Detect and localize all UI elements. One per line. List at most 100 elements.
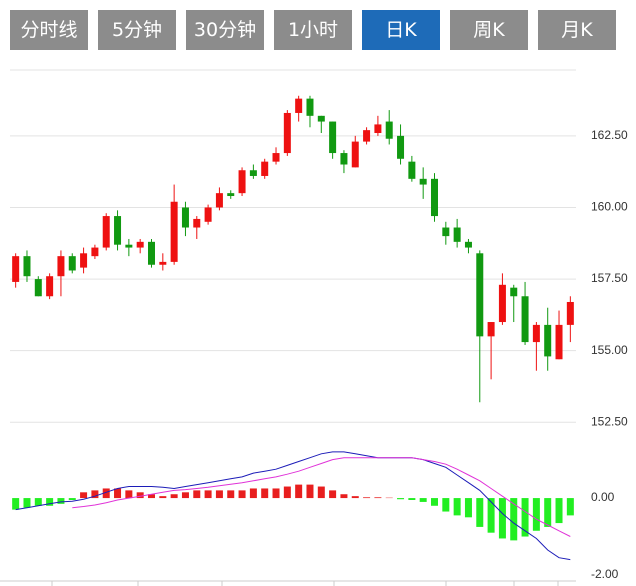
- macd-bar: [136, 492, 144, 499]
- tab[interactable]: 月K: [538, 10, 616, 50]
- candle-body: [204, 207, 212, 222]
- macd-bar: [532, 498, 540, 531]
- candle-body: [12, 256, 20, 282]
- macd-bar: [521, 498, 529, 537]
- macd-bar: [408, 498, 416, 500]
- candle-body: [159, 261, 167, 265]
- macd-bar: [57, 498, 65, 504]
- candle-body: [295, 98, 303, 113]
- y-tick-label: 160.00: [591, 200, 628, 214]
- macd-bar: [23, 498, 31, 508]
- candle-body: [238, 170, 246, 194]
- macd-bar: [193, 490, 201, 499]
- candle-body: [261, 161, 269, 176]
- candle-body: [125, 244, 133, 248]
- candle-body: [272, 153, 280, 162]
- macd-bar: [227, 490, 235, 499]
- candle-body: [453, 227, 461, 242]
- candle-body: [46, 276, 54, 297]
- macd-bar: [555, 498, 563, 524]
- macd-bar: [329, 490, 337, 499]
- candle-body: [227, 193, 235, 197]
- y-tick-label: 157.50: [591, 271, 628, 285]
- macd-line: [72, 457, 571, 537]
- y-tick-label: -2.00: [591, 567, 619, 581]
- candle-body: [283, 112, 291, 154]
- candle-body: [397, 135, 405, 159]
- candle-body: [91, 247, 99, 257]
- macd-bar: [431, 498, 438, 506]
- macd-bar: [238, 490, 246, 499]
- tab-bar: 分时线 5分钟 30分钟 1小时 日K 周K 月K: [0, 0, 636, 60]
- candle-body: [555, 324, 563, 360]
- candle-body: [385, 121, 393, 139]
- candle-body: [34, 279, 42, 297]
- macd-bar: [397, 498, 405, 500]
- tab[interactable]: 日K: [362, 10, 440, 50]
- macd-bar: [181, 492, 189, 499]
- macd-bar: [453, 498, 461, 516]
- macd-bar: [272, 488, 280, 499]
- y-tick-label: 0.00: [591, 490, 615, 504]
- candle-body: [148, 241, 155, 265]
- macd-bar: [68, 498, 76, 500]
- candle-body: [419, 178, 427, 185]
- macd-bar: [46, 498, 54, 506]
- candle-body: [57, 256, 65, 277]
- macd-bar: [148, 494, 155, 499]
- candle-body: [363, 130, 371, 142]
- y-tick-label: 155.00: [591, 343, 628, 357]
- macd-bar: [544, 498, 552, 527]
- candle-body: [23, 256, 31, 277]
- candle-body: [249, 170, 257, 176]
- candle-body: [442, 227, 450, 237]
- macd-bar: [317, 486, 325, 499]
- candle-body: [68, 256, 76, 271]
- candle-body: [80, 253, 88, 268]
- macd-bar: [114, 488, 122, 499]
- candle-body: [408, 161, 416, 179]
- candle-body: [351, 141, 359, 168]
- macd-bar: [295, 484, 303, 499]
- candle-body: [136, 241, 144, 248]
- tab[interactable]: 1小时: [274, 10, 352, 50]
- macd-bar: [204, 490, 212, 499]
- candle-body: [510, 287, 518, 297]
- candle-body: [215, 193, 223, 208]
- tab[interactable]: 周K: [450, 10, 528, 50]
- candle-body: [521, 296, 529, 343]
- macd-bar: [306, 484, 314, 499]
- candle-body: [566, 301, 574, 325]
- macd-bar: [91, 490, 99, 499]
- candle-body: [544, 324, 552, 357]
- candle-body: [170, 201, 178, 262]
- tab[interactable]: 分时线: [10, 10, 88, 50]
- macd-bar: [374, 497, 382, 499]
- macd-bar: [12, 498, 20, 510]
- candle-body: [340, 153, 348, 165]
- macd-bar: [283, 486, 291, 499]
- macd-bar: [566, 498, 574, 516]
- candle-body: [431, 178, 438, 217]
- candle-body: [532, 324, 540, 343]
- macd-bar: [125, 490, 133, 499]
- tab[interactable]: 5分钟: [98, 10, 176, 50]
- macd-bar: [80, 492, 88, 499]
- macd-bar: [261, 488, 269, 499]
- candle-body: [317, 115, 325, 122]
- macd-bar: [510, 498, 518, 541]
- candle-body: [476, 253, 484, 337]
- macd-bar: [159, 496, 167, 499]
- macd-bar: [170, 494, 178, 499]
- macd-bar: [442, 498, 450, 512]
- candle-body: [193, 218, 201, 228]
- tab[interactable]: 30分钟: [186, 10, 264, 50]
- candle-body: [487, 322, 495, 337]
- macd-bar: [34, 498, 42, 506]
- macd-bar: [498, 498, 506, 539]
- y-tick-label: 162.50: [591, 128, 628, 142]
- candle-body: [181, 207, 189, 228]
- macd-bar: [340, 494, 348, 499]
- macd-bar: [351, 496, 359, 499]
